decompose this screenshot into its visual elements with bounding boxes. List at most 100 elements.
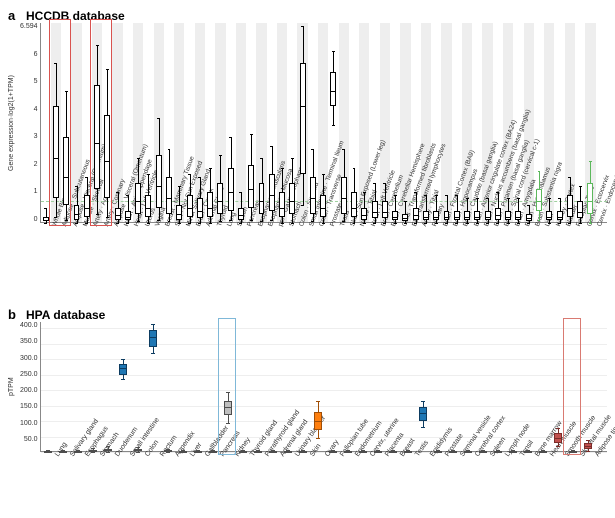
box-median xyxy=(194,451,203,452)
box-median xyxy=(433,217,439,218)
box-cap xyxy=(270,146,273,147)
box-median xyxy=(43,220,49,221)
box-median xyxy=(434,451,443,452)
box-cap xyxy=(322,223,325,224)
box-cap xyxy=(548,198,551,199)
ytick-label: 400.0 xyxy=(20,322,38,329)
box-body xyxy=(341,177,347,214)
box-median xyxy=(259,201,265,202)
box-body xyxy=(495,208,501,220)
box-cap xyxy=(229,220,232,221)
box-median xyxy=(546,217,552,218)
box-median xyxy=(176,214,182,215)
box-cap xyxy=(188,223,191,224)
box-cap xyxy=(496,223,499,224)
panel-a-label: a xyxy=(8,8,15,23)
box-body xyxy=(454,211,460,220)
box-cap xyxy=(496,192,499,193)
box-cap xyxy=(342,149,345,150)
box-body xyxy=(413,208,419,220)
box-median xyxy=(569,451,578,452)
box-cap xyxy=(168,149,171,150)
box-body xyxy=(269,174,275,211)
box-median xyxy=(74,214,80,215)
gridline xyxy=(41,344,607,345)
box-median xyxy=(474,217,480,218)
box-cap xyxy=(106,452,110,453)
box-body xyxy=(74,205,80,220)
box-body xyxy=(382,201,388,218)
box-body xyxy=(259,183,265,214)
box-median xyxy=(361,215,367,216)
box-body xyxy=(135,183,141,214)
ytick-label: 100.0 xyxy=(20,420,38,427)
panel-a: a HCCDB database Gene expression·log2(1+… xyxy=(8,8,607,301)
box-cap xyxy=(209,168,212,169)
box-body xyxy=(361,208,367,220)
box-body xyxy=(423,211,429,220)
box-cap xyxy=(363,192,366,193)
ytick-label: 200.0 xyxy=(20,387,38,394)
box-cap xyxy=(486,198,489,199)
box-cap xyxy=(476,198,479,199)
box-cap xyxy=(65,91,68,92)
panel-a-xticks: Whole BloodAdipose · SubcutaneousAdipose… xyxy=(48,223,603,301)
box-median xyxy=(444,217,450,218)
box-cap xyxy=(250,134,253,135)
box-cap xyxy=(414,223,417,224)
box-cap xyxy=(332,125,335,126)
plot-stripe xyxy=(441,23,451,222)
panel-a-ylabel: Gene expression·log2(1+TPM) xyxy=(8,23,20,223)
ytick-label: 6 xyxy=(34,51,38,58)
box-median xyxy=(479,451,488,452)
box-cap xyxy=(435,195,438,196)
box-cap xyxy=(54,217,57,218)
box-median xyxy=(300,106,306,107)
box-cap xyxy=(116,223,119,224)
box-cap xyxy=(394,223,397,224)
box-cap xyxy=(136,452,140,453)
panel-b-xticks: LungSalivary glandEsophagusStomachDuoden… xyxy=(48,452,603,510)
box-cap xyxy=(424,195,427,196)
box-cap xyxy=(538,171,541,172)
box-median xyxy=(554,438,563,439)
box-body xyxy=(444,211,450,220)
box-median xyxy=(217,201,223,202)
box-median xyxy=(494,451,503,452)
box-median xyxy=(359,451,368,452)
box-median xyxy=(515,217,521,218)
box-median xyxy=(164,451,173,452)
box-cap xyxy=(589,161,592,162)
box-cap xyxy=(517,223,520,224)
box-median xyxy=(44,451,53,452)
box-cap xyxy=(363,223,366,224)
box-body xyxy=(567,195,573,217)
box-cap xyxy=(291,158,294,159)
box-cap xyxy=(556,428,560,429)
box-median xyxy=(419,413,428,414)
box-cap xyxy=(121,359,125,360)
box-median xyxy=(413,215,419,216)
box-median xyxy=(104,161,110,162)
box-median xyxy=(89,451,98,452)
box-median xyxy=(289,201,295,202)
gridline xyxy=(41,406,607,407)
box-cap xyxy=(435,223,438,224)
ytick-label: 4 xyxy=(34,106,38,113)
ytick-label: 5 xyxy=(34,78,38,85)
box-median xyxy=(63,177,69,178)
box-cap xyxy=(106,217,109,218)
box-cap xyxy=(281,223,284,224)
box-body xyxy=(156,155,162,207)
box-body xyxy=(392,211,398,220)
box-body xyxy=(464,211,470,220)
box-cap xyxy=(106,446,110,447)
box-median xyxy=(197,211,203,212)
box-cap xyxy=(373,183,376,184)
panel-a-title: HCCDB database xyxy=(26,8,607,23)
box-cap xyxy=(455,195,458,196)
box-cap xyxy=(209,223,212,224)
panel-a-yaxis: 6.5946543210 xyxy=(20,23,40,223)
box-cap xyxy=(527,205,530,206)
box-body xyxy=(515,211,521,220)
